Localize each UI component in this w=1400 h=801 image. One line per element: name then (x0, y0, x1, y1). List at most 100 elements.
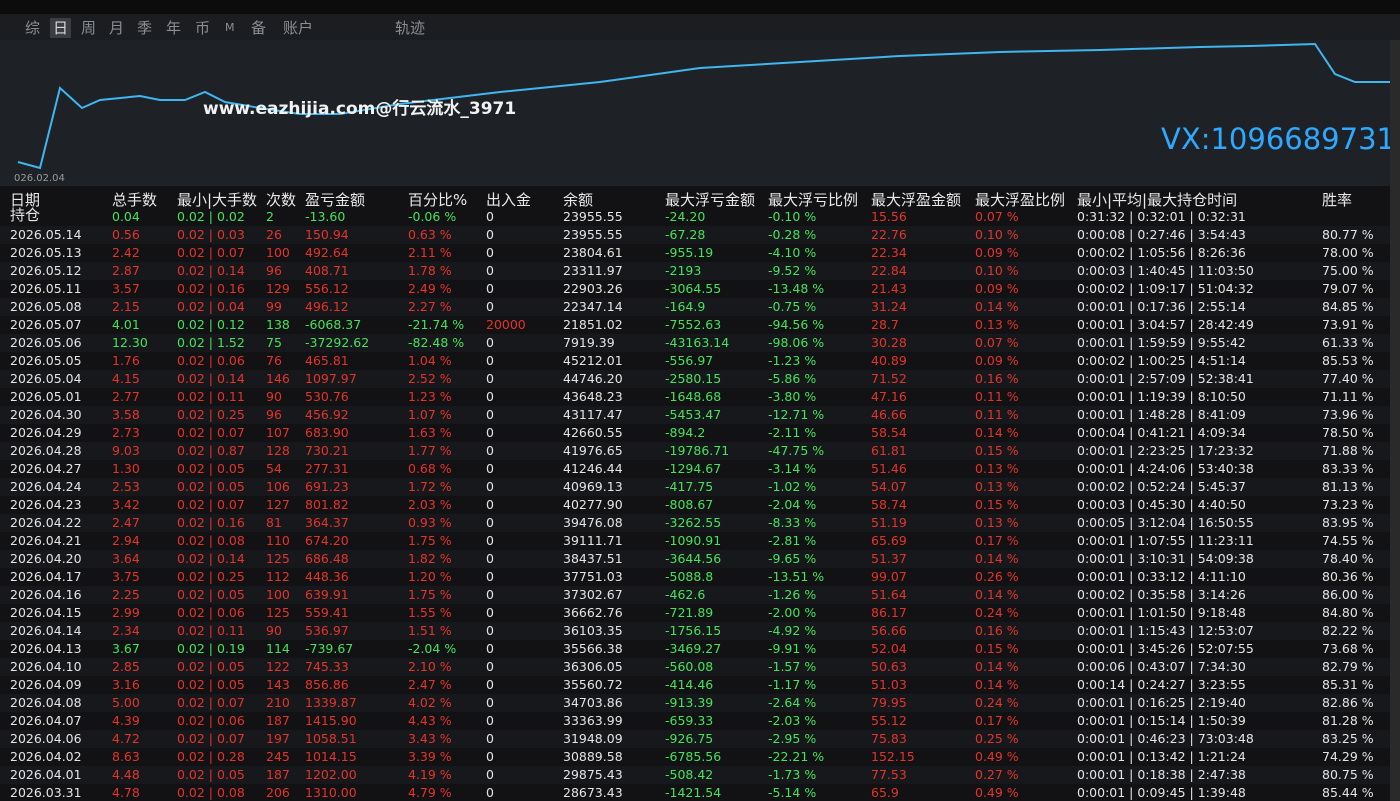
table-cell: -6068.37 (305, 317, 362, 332)
table-cell: 152.15 (871, 749, 915, 764)
table-cell: 122 (266, 659, 290, 674)
table-cell: 83.25 % (1322, 731, 1374, 746)
tab[interactable]: 季 (137, 19, 153, 37)
table-cell: -82.48 % (408, 335, 465, 350)
table-cell: 2026.04.10 (10, 659, 82, 674)
table-cell: 37751.03 (563, 569, 623, 584)
table-cell: 0:00:01 | 0:15:14 | 1:50:39 (1077, 713, 1246, 728)
table-cell: 0.14 % (975, 659, 1019, 674)
table-cell: 0 (486, 335, 494, 350)
scrollbar[interactable] (1390, 40, 1400, 801)
table-cell: 0 (486, 677, 494, 692)
table-cell: 0.13 % (975, 461, 1019, 476)
table-cell: 0.49 % (975, 785, 1019, 800)
table-cell: 80.75 % (1322, 767, 1374, 782)
table-cell: 114 (266, 641, 290, 656)
table-cell: 1.72 % (408, 479, 452, 494)
table-cell: 0.14 % (975, 299, 1019, 314)
tab[interactable]: M (225, 21, 235, 34)
table-cell: 4.48 (112, 767, 140, 782)
row-stripe (0, 766, 1390, 784)
table-cell: 277.31 (305, 461, 349, 476)
column-header: 胜率 (1322, 191, 1353, 209)
tab[interactable]: 币 (195, 19, 211, 37)
table-cell: 0 (486, 227, 494, 242)
table-cell: -808.67 (665, 497, 714, 512)
table-cell: 639.91 (305, 587, 349, 602)
tab[interactable]: 日 (50, 18, 72, 38)
table-cell: -1.73 % (768, 767, 817, 782)
x-axis-label: 026.02.04 (14, 173, 65, 184)
table-cell: -913.39 (665, 695, 714, 710)
table-cell: 71.52 (871, 371, 907, 386)
table-cell: 0.14 % (975, 425, 1019, 440)
table-cell: 2.94 (112, 533, 140, 548)
table-cell: -7552.63 (665, 317, 722, 332)
table-cell: -13.60 (305, 209, 346, 224)
table-cell: 1.78 % (408, 263, 452, 278)
table-cell: 39476.08 (563, 515, 623, 530)
table-cell: 0.02 | 1.52 (177, 335, 245, 350)
table-cell: 0.93 % (408, 515, 452, 530)
tab[interactable]: 周 (81, 19, 97, 37)
table-cell: 73.96 % (1322, 407, 1374, 422)
table-cell: 0.02 | 0.06 (177, 605, 245, 620)
table-cell: 0.02 | 0.16 (177, 281, 245, 296)
table-cell: 0.02 | 0.07 (177, 731, 245, 746)
equity-curve-svg (17, 42, 1398, 170)
table-cell: 1339.87 (305, 695, 357, 710)
table-cell: 1415.90 (305, 713, 357, 728)
table-cell: 78.00 % (1322, 245, 1374, 260)
table-cell: 78.40 % (1322, 551, 1374, 566)
table-cell: 22.34 (871, 245, 907, 260)
table-cell: 2026.04.29 (10, 425, 82, 440)
table-cell: 2026.05.08 (10, 299, 82, 314)
table-cell: -3.80 % (768, 389, 817, 404)
table-cell: 2026.04.28 (10, 443, 82, 458)
equity-curve (17, 42, 1398, 170)
table-cell: 0.02 | 0.05 (177, 767, 245, 782)
tab[interactable]: 年 (166, 19, 182, 37)
table-cell: 35560.72 (563, 677, 623, 692)
table-cell: -1.57 % (768, 659, 817, 674)
table-cell: -98.06 % (768, 335, 825, 350)
table-cell: 0:00:01 | 1:15:43 | 12:53:07 (1077, 623, 1254, 638)
table-cell: 0:00:01 | 3:45:26 | 52:07:55 (1077, 641, 1254, 656)
table-cell: 40277.90 (563, 497, 623, 512)
table-cell: 496.12 (305, 299, 349, 314)
table-cell: 0.10 % (975, 227, 1019, 242)
table-cell: 50.63 (871, 659, 907, 674)
table-cell: -5.86 % (768, 371, 817, 386)
table-cell: 0:00:02 | 1:09:17 | 51:04:32 (1077, 281, 1254, 296)
table-cell: 3.64 (112, 551, 140, 566)
table-cell: 22.76 (871, 227, 907, 242)
column-header: 次数 (266, 191, 297, 209)
table-cell: 4.78 (112, 785, 140, 800)
table-cell: 持仓 (10, 206, 41, 224)
tab[interactable]: 综 (25, 19, 41, 37)
table-cell: -0.28 % (768, 227, 817, 242)
table-cell: 536.97 (305, 623, 349, 638)
table-cell: 80.36 % (1322, 569, 1374, 584)
tab[interactable]: 轨迹 (395, 19, 426, 37)
table-cell: 3.75 (112, 569, 140, 584)
table-cell: 2.99 (112, 605, 140, 620)
table-cell: -1.26 % (768, 587, 817, 602)
table-cell: 0 (486, 641, 494, 656)
table-cell: 28.7 (871, 317, 899, 332)
table-cell: 8.63 (112, 749, 140, 764)
table-cell: 143 (266, 677, 290, 692)
tab[interactable]: 备 (251, 19, 267, 37)
table-cell: 81.28 % (1322, 713, 1374, 728)
table-cell: 1.51 % (408, 623, 452, 638)
tab[interactable]: 账户 (283, 19, 314, 37)
table-cell: 85.31 % (1322, 677, 1374, 692)
table-cell: 2.03 % (408, 497, 452, 512)
table-cell: -3262.55 (665, 515, 722, 530)
table-cell: 0 (486, 389, 494, 404)
tab[interactable]: 月 (109, 19, 125, 37)
table-cell: 2.52 % (408, 371, 452, 386)
table-cell: -37292.62 (305, 335, 370, 350)
column-header: 最大浮亏比例 (768, 191, 859, 209)
table-cell: 1.07 % (408, 407, 452, 422)
